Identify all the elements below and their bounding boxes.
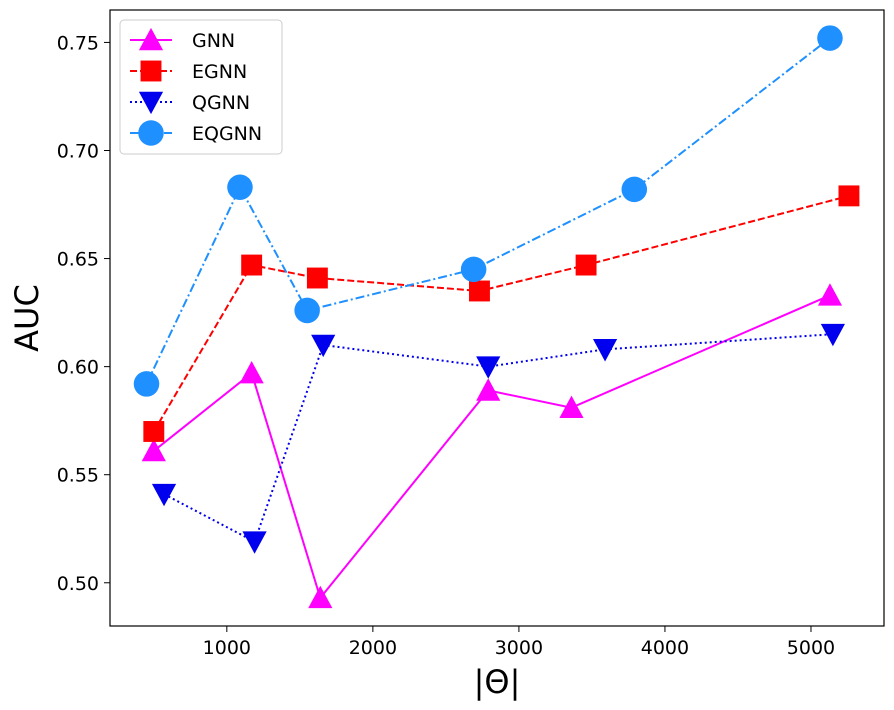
- data-point-egnn: [143, 421, 165, 442]
- y-tick-label: 0.75: [57, 32, 99, 54]
- legend-label: QGNN: [192, 92, 250, 114]
- legend-item-egnn: EGNN: [130, 60, 247, 83]
- data-point-gnn: [476, 378, 501, 401]
- data-point-qgnn: [242, 531, 267, 554]
- data-point-qgnn: [151, 483, 177, 507]
- x-tick-label: 1000: [203, 637, 251, 659]
- legend-label: EGNN: [192, 61, 247, 83]
- data-point-qgnn: [476, 356, 501, 379]
- data-point-eqgnn: [133, 371, 160, 397]
- data-point-eqgnn: [621, 176, 648, 203]
- x-axis: 1000 2000 3000 4000 5000: [203, 626, 835, 659]
- legend-item-gnn: GNN: [130, 27, 235, 52]
- series-egnn: [143, 185, 860, 442]
- data-point-gnn: [141, 438, 166, 462]
- legend-item-qgnn: QGNN: [130, 91, 250, 115]
- series-qgnn: [151, 323, 845, 554]
- data-point-egnn: [469, 280, 490, 302]
- data-point-eqgnn: [460, 256, 487, 283]
- data-point-eqgnn: [294, 297, 320, 324]
- legend: GNN EGNN QGNN EQGNN: [119, 19, 283, 155]
- legend-marker: [140, 60, 162, 82]
- data-point-qgnn: [592, 339, 618, 362]
- legend-marker: [138, 120, 164, 146]
- series-eqgnn: [133, 25, 843, 397]
- data-point-qgnn: [820, 323, 845, 347]
- y-tick-label: 0.55: [57, 465, 99, 487]
- legend-label: EQGNN: [192, 123, 262, 145]
- series-gnn: [141, 283, 843, 609]
- y-tick-label: 0.60: [57, 357, 99, 379]
- y-axis-title: AUC: [8, 284, 46, 352]
- legend-marker: [138, 91, 164, 115]
- x-tick-label: 4000: [641, 637, 689, 659]
- y-tick-label: 0.50: [57, 573, 99, 595]
- data-point-eqgnn: [227, 174, 253, 200]
- legend-box: [119, 19, 283, 155]
- y-axis: 0.50 0.55 0.60 0.65 0.70 0.75: [57, 32, 110, 595]
- x-tick-label: 2000: [349, 637, 397, 659]
- series-layer: [133, 25, 860, 609]
- data-point-egnn: [838, 185, 860, 207]
- data-point-egnn: [306, 267, 328, 289]
- series-line-eqgnn: [145, 37, 831, 385]
- legend-label: GNN: [192, 30, 235, 52]
- data-point-egnn: [241, 254, 263, 276]
- y-tick-label: 0.65: [57, 249, 99, 271]
- legend-item-eqgnn: EQGNN: [130, 120, 262, 146]
- data-point-egnn: [575, 254, 597, 276]
- data-point-gnn: [817, 283, 843, 306]
- data-point-gnn: [308, 585, 333, 609]
- x-tick-label: 5000: [787, 637, 835, 659]
- x-axis-title: |Θ|: [474, 663, 521, 701]
- series-line-egnn: [152, 194, 850, 432]
- series-line-gnn: [153, 294, 831, 600]
- data-point-gnn: [239, 361, 264, 384]
- y-tick-label: 0.70: [57, 140, 99, 162]
- series-line-qgnn: [163, 333, 833, 544]
- data-point-eqgnn: [817, 25, 843, 51]
- legend-marker: [138, 27, 164, 51]
- x-tick-label: 3000: [495, 637, 543, 659]
- data-point-qgnn: [311, 334, 336, 358]
- data-point-gnn: [559, 395, 584, 418]
